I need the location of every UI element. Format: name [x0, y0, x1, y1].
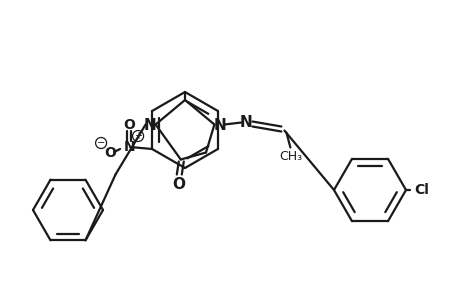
Text: O: O [172, 177, 185, 192]
Text: N: N [213, 118, 226, 133]
Text: O: O [104, 146, 116, 160]
Text: +: + [134, 131, 142, 141]
Text: N: N [240, 115, 252, 130]
Text: N: N [123, 140, 134, 154]
Text: CH₃: CH₃ [278, 150, 301, 163]
Text: O: O [123, 118, 135, 132]
Text: Cl: Cl [414, 183, 429, 197]
Text: −: − [97, 138, 105, 148]
Text: N: N [143, 118, 156, 133]
